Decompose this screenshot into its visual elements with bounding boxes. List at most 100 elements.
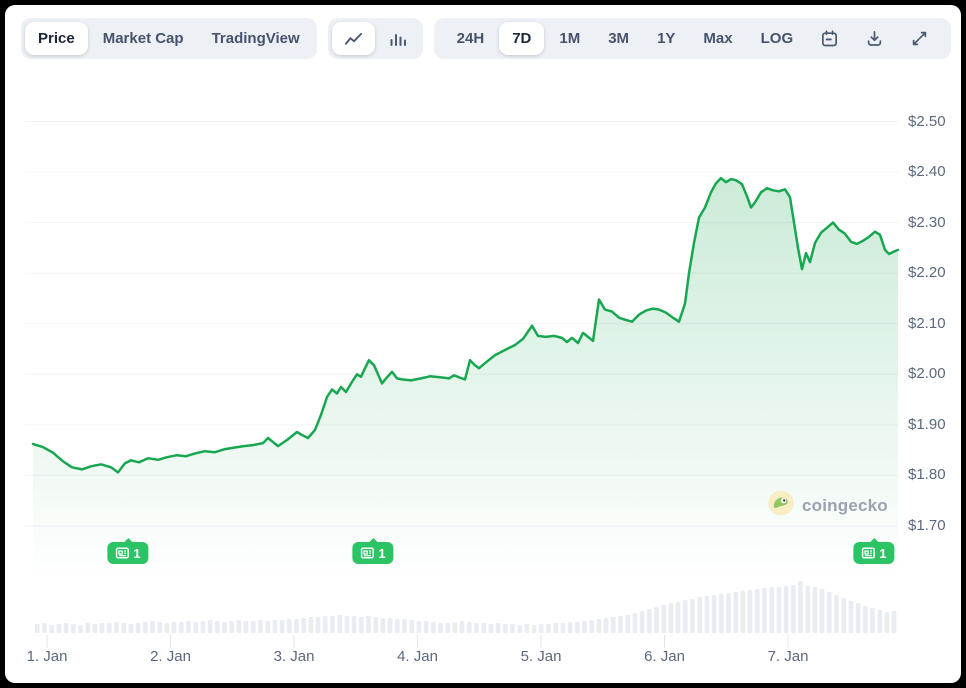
fullscreen-icon [910, 29, 929, 48]
volume-bar [135, 623, 141, 633]
range-3m-button[interactable]: 3M [595, 22, 642, 55]
badge-count: 1 [133, 545, 141, 561]
y-axis-label: $2.40 [908, 163, 946, 181]
volume-bar [99, 623, 105, 633]
volume-bar [114, 622, 119, 633]
news-icon [861, 547, 875, 559]
volume-bar [704, 596, 710, 633]
volume-bar [251, 621, 256, 633]
download-icon [865, 29, 884, 48]
fullscreen-button[interactable] [898, 22, 941, 55]
volume-bar [445, 623, 450, 633]
range-1m-button[interactable]: 1M [546, 22, 593, 55]
line-chart-button[interactable] [331, 22, 375, 55]
volume-bar [150, 621, 155, 633]
volume-bar [488, 624, 494, 633]
calendar-button[interactable] [808, 22, 851, 55]
volume-bar [236, 620, 242, 633]
price-chart[interactable] [5, 5, 961, 683]
volume-bar [755, 589, 760, 633]
volume-bar [387, 618, 393, 633]
volume-bar [294, 619, 299, 633]
volume-bar [121, 623, 126, 633]
volume-bar [78, 625, 83, 633]
event-badge[interactable]: 1 [853, 538, 895, 564]
volume-bar [510, 624, 515, 633]
volume-bar [467, 622, 472, 633]
range-log-button[interactable]: LOG [748, 22, 807, 55]
volume-bar [625, 615, 630, 633]
volume-bar [812, 587, 818, 633]
event-badge[interactable]: 1 [107, 538, 149, 564]
volume-bar [200, 621, 206, 633]
volume-bar [351, 616, 357, 633]
y-axis-label: $2.00 [908, 365, 946, 383]
volume-bar [301, 618, 306, 633]
range-max-button[interactable]: Max [690, 22, 745, 55]
y-axis-label: $2.20 [908, 264, 946, 282]
volume-bar [668, 603, 674, 633]
volume-bar [452, 622, 458, 633]
volume-bar [315, 617, 321, 633]
volume-bar [265, 621, 270, 633]
volume-bar [661, 605, 666, 633]
volume-bar [783, 586, 789, 633]
volume-bar [186, 621, 191, 633]
volume-bar [495, 623, 501, 633]
volume-bar [395, 619, 400, 633]
volume-bar [373, 617, 378, 633]
volume-bar [258, 620, 263, 633]
volume-bar [891, 611, 897, 633]
event-badge[interactable]: 1 [352, 538, 394, 564]
volume-bar [243, 621, 249, 633]
volume-bar [726, 593, 731, 633]
y-axis-label: $1.80 [908, 466, 946, 484]
y-axis-label: $1.70 [908, 517, 946, 534]
volume-bar [416, 621, 422, 633]
volume-bar [92, 624, 98, 633]
volume-bar [366, 616, 371, 633]
volume-bar [337, 615, 342, 633]
x-axis-label: 6. Jan [644, 648, 685, 665]
tab-market-cap[interactable]: Market Cap [90, 22, 197, 55]
volume-bar [344, 616, 350, 633]
bar-chart-button[interactable] [377, 22, 419, 55]
volume-bar [402, 619, 407, 633]
y-axis-label: $2.30 [908, 213, 946, 231]
volume-bar [791, 585, 796, 633]
chart-type-group [327, 18, 423, 59]
volume-bar [157, 622, 162, 633]
range-7d-button[interactable]: 7D [499, 22, 545, 55]
volume-bar [517, 625, 522, 633]
volume-bar [71, 624, 76, 633]
range-1y-button[interactable]: 1Y [644, 22, 688, 55]
volume-bar [308, 617, 314, 633]
volume-bar [229, 621, 234, 633]
volume-bar [567, 622, 573, 633]
volume-bar [481, 623, 486, 633]
volume-bar [747, 590, 753, 633]
download-button[interactable] [853, 22, 896, 55]
badge-count: 1 [879, 545, 887, 561]
volume-bar [107, 623, 112, 633]
volume-bar [164, 623, 170, 633]
volume-bar [524, 624, 530, 633]
volume-bar [690, 599, 695, 633]
price-line [31, 176, 900, 474]
tab-tradingview[interactable]: TradingView [199, 22, 313, 55]
y-axis-label: $2.10 [908, 314, 946, 332]
range-group: 24H 7D 1M 3M 1Y Max LOG [433, 18, 952, 59]
volume-bar [359, 617, 364, 633]
volume-bar [596, 619, 602, 633]
volume-bar [560, 623, 566, 633]
volume-bar [863, 606, 868, 633]
volume-bar [675, 602, 681, 633]
volume-bar [128, 624, 134, 633]
volume-bar [647, 609, 652, 633]
tab-price[interactable]: Price [25, 22, 88, 55]
volume-bar [575, 622, 580, 633]
chart-widget: $2.50 $2.40 $2.30 $2.20 $2.10 $2.00 $1.90 $1.80… [5, 5, 961, 683]
volume-bar [762, 588, 767, 633]
volume-bar [438, 623, 443, 633]
range-24h-button[interactable]: 24H [444, 22, 498, 55]
